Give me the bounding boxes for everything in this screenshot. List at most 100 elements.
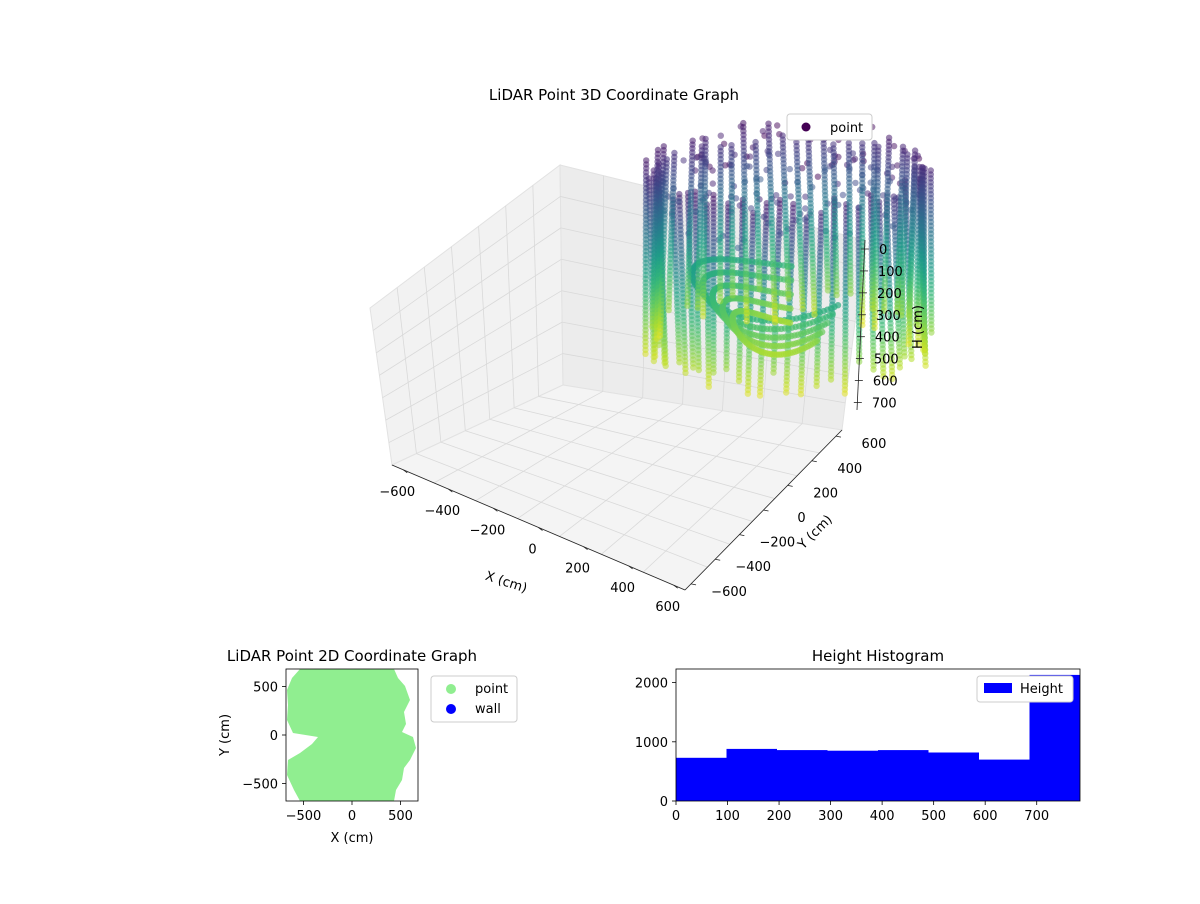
point (829, 311, 836, 318)
y-tick (811, 460, 817, 463)
grid-line (478, 226, 491, 420)
point (899, 143, 907, 150)
point (928, 329, 935, 336)
chart-3d-z-axis-line (856, 239, 866, 411)
x-tick (493, 507, 498, 512)
point (695, 366, 702, 374)
point (889, 223, 897, 230)
grid-line (532, 185, 539, 397)
chart-2d-ylabel: Y (cm) (218, 714, 233, 757)
point (771, 319, 779, 326)
point (885, 134, 893, 141)
point (901, 353, 908, 360)
chart-2d-point-region (287, 669, 416, 801)
grid-line (423, 267, 442, 443)
point (790, 200, 797, 208)
z-tick-label: 200 (877, 287, 902, 302)
histogram-bar (726, 748, 777, 801)
grid-line (440, 441, 730, 545)
chart-2d-y-ticks: −500 0 500 (242, 680, 286, 793)
y-tick (739, 534, 745, 537)
grid-line (433, 391, 604, 484)
y-tick-label: 500 (253, 680, 278, 695)
y-tick (787, 484, 793, 487)
x-tick-label: −600 (379, 485, 415, 500)
x-tick-label: 0 (528, 543, 536, 558)
chart-histogram-title: Height Histogram (812, 647, 944, 665)
point (922, 362, 929, 369)
point (756, 285, 763, 293)
z-tick-label: 500 (874, 353, 899, 368)
x-tick-label: 0 (348, 809, 356, 824)
x-tick-label: 500 (388, 809, 413, 824)
point (660, 143, 667, 150)
point (787, 193, 794, 200)
point (717, 144, 724, 151)
point (705, 383, 712, 390)
chart-3d-legend: point (786, 113, 873, 141)
x-tick (448, 488, 453, 493)
point (661, 359, 668, 366)
chart-histogram-axes-frame (675, 668, 1081, 802)
x-tick-label: 300 (818, 809, 843, 824)
grid-line (642, 423, 803, 573)
histogram-bar (777, 750, 828, 801)
z-tick-label: 400 (875, 331, 900, 346)
point (702, 135, 709, 143)
chart-histogram-legend-frame (976, 675, 1074, 703)
z-tick-label: 600 (873, 375, 898, 390)
grid-line (376, 227, 562, 354)
point (777, 230, 784, 237)
point (654, 146, 662, 154)
y-tick-label: −600 (711, 585, 747, 600)
point (736, 202, 743, 209)
point (760, 213, 768, 220)
y-tick (763, 509, 769, 512)
chart-histogram: Height Histogram 0 100 200 300 400 500 600 700 … (635, 647, 1081, 824)
y-tick (715, 558, 721, 561)
x-tick-label: 500 (921, 809, 946, 824)
point (787, 305, 794, 312)
y-tick-label: −500 (242, 778, 278, 793)
chart-3d-legend-label: point (830, 121, 863, 136)
chart-3d-z-ticks: 0 100 200 300 400 500 600 700 (853, 243, 903, 411)
point (671, 149, 678, 157)
chart-3d-xlabel: X (cm) (483, 569, 529, 597)
y-tick (835, 435, 842, 438)
chart-histogram-x-ticks: 0 100 200 300 400 500 600 700 (672, 801, 1049, 824)
point (851, 155, 859, 163)
point (802, 205, 809, 212)
y-tick (690, 583, 697, 586)
point (801, 216, 809, 223)
chart-2d-legend-marker-point (446, 684, 456, 694)
chart-3d-x-ticks: −600 −400 −200 0 200 400 600 (379, 469, 680, 615)
point (675, 198, 682, 205)
point (896, 364, 904, 371)
point (911, 147, 919, 154)
point (889, 375, 896, 383)
point (904, 151, 911, 158)
point (786, 165, 793, 173)
point (759, 128, 767, 135)
x-tick-label: 200 (565, 562, 590, 577)
point (870, 366, 877, 373)
point (799, 305, 806, 313)
point (717, 132, 724, 139)
point (834, 302, 842, 309)
chart-2d-xlabel: X (cm) (331, 831, 374, 846)
point (690, 364, 697, 371)
grid-line (602, 175, 604, 392)
point (689, 137, 696, 144)
point (852, 179, 859, 187)
x-tick-label: 700 (1024, 809, 1049, 824)
point (892, 195, 899, 202)
x-tick-label: 600 (973, 809, 998, 824)
y-tick-label: 200 (813, 486, 838, 501)
y-tick-label: 0 (270, 729, 278, 744)
point (811, 311, 818, 318)
histogram-bar (979, 759, 1030, 801)
point (746, 153, 754, 160)
chart-2d-legend: point wall (430, 675, 518, 723)
point (833, 291, 840, 299)
